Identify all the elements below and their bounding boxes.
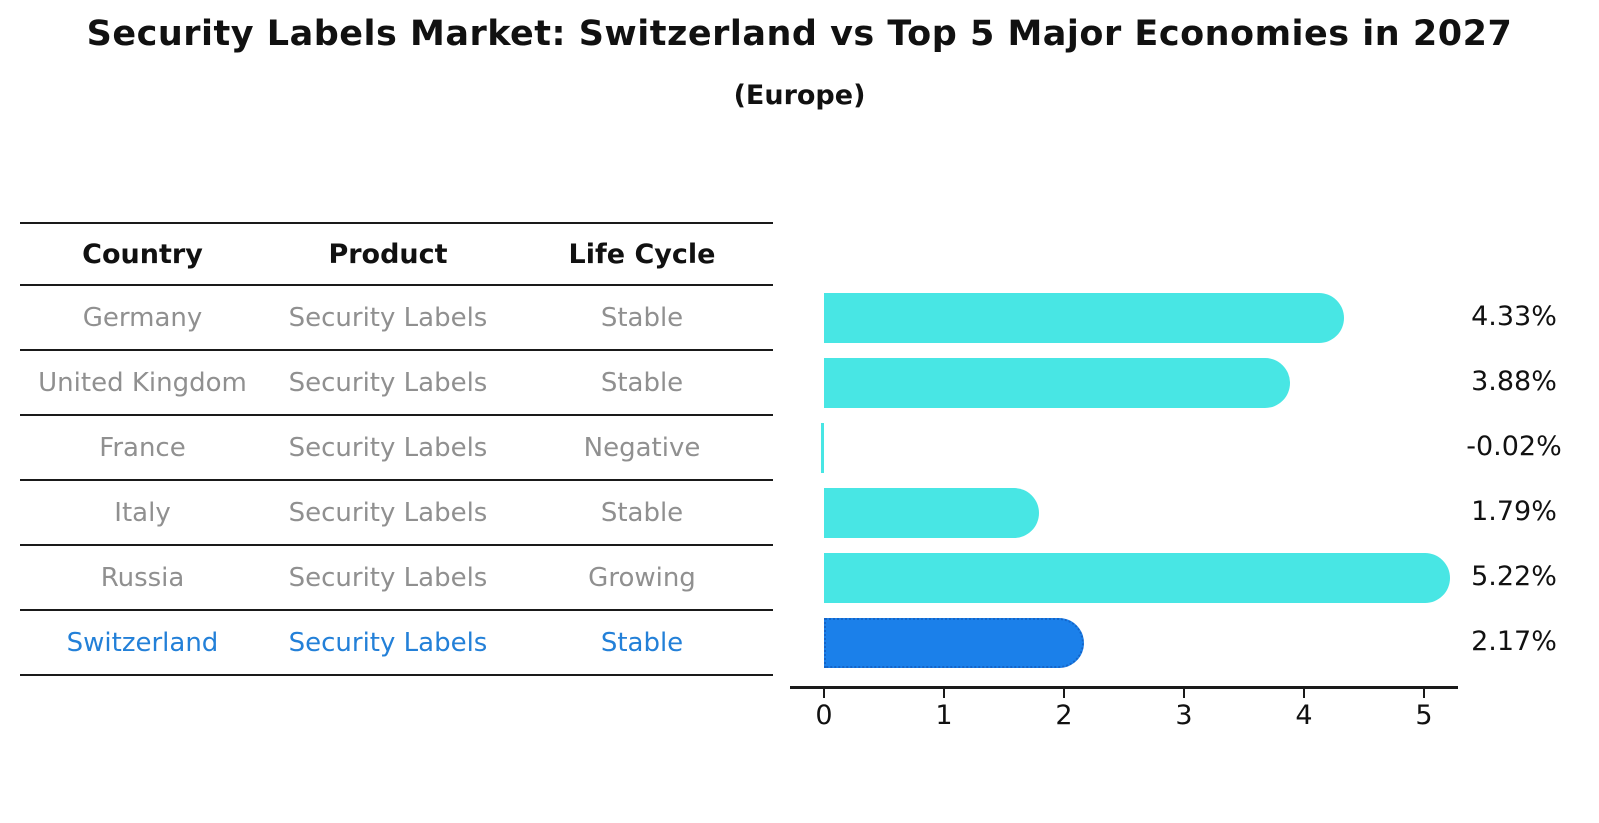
product-cell: Security Labels xyxy=(265,480,511,546)
country-cell: Russia xyxy=(20,545,265,611)
table-header: Country Product Life Cycle xyxy=(20,222,773,286)
product-cell: Security Labels xyxy=(265,545,511,611)
column-header-product: Product xyxy=(265,222,511,286)
column-header-country: Country xyxy=(20,222,265,286)
x-axis-tick-label: 3 xyxy=(1175,700,1193,731)
lifecycle-cell: Stable xyxy=(511,285,773,351)
bar-italy xyxy=(824,488,1039,538)
x-axis-tick-label: 4 xyxy=(1295,700,1313,731)
x-axis-tick xyxy=(1423,689,1425,698)
bar-france xyxy=(821,423,824,473)
x-axis-tick-label: 2 xyxy=(1055,700,1073,731)
product-cell: Security Labels xyxy=(265,610,511,676)
country-cell: United Kingdom xyxy=(20,350,265,416)
bar-value-label: 5.22% xyxy=(1471,561,1557,592)
country-cell: Switzerland xyxy=(20,610,265,676)
x-axis-tick-label: 1 xyxy=(935,700,953,731)
bar-value-label: 2.17% xyxy=(1471,626,1557,657)
table-row: United Kingdom Security Labels Stable xyxy=(20,350,773,416)
x-axis-line xyxy=(790,686,1458,689)
table-row: Italy Security Labels Stable xyxy=(20,480,773,546)
x-axis-tick-label: 0 xyxy=(815,700,833,731)
page-subtitle: (Europe) xyxy=(733,80,866,111)
lifecycle-cell: Growing xyxy=(511,545,773,611)
table-row: France Security Labels Negative xyxy=(20,415,773,481)
x-axis-tick xyxy=(943,689,945,698)
country-cell: Germany xyxy=(20,285,265,351)
lifecycle-cell: Stable xyxy=(511,610,773,676)
bar-united-kingdom xyxy=(824,358,1290,408)
lifecycle-cell: Negative xyxy=(511,415,773,481)
x-axis-tick xyxy=(823,689,825,698)
page-title: Security Labels Market: Switzerland vs T… xyxy=(86,14,1513,54)
bar-value-label: 4.33% xyxy=(1471,301,1557,332)
x-axis-tick-label: 5 xyxy=(1415,700,1433,731)
bar-value-label: -0.02% xyxy=(1466,431,1562,462)
table-body: Germany Security Labels Stable United Kingd… xyxy=(20,285,773,676)
table-row: Switzerland Security Labels Stable xyxy=(20,610,773,676)
bar-russia xyxy=(824,553,1451,603)
x-axis-tick xyxy=(1063,689,1065,698)
product-cell: Security Labels xyxy=(265,350,511,416)
x-axis-tick xyxy=(1183,689,1185,698)
product-cell: Security Labels xyxy=(265,285,511,351)
bar-germany xyxy=(824,293,1344,343)
lifecycle-cell: Stable xyxy=(511,350,773,416)
country-cell: France xyxy=(20,415,265,481)
table-row: Russia Security Labels Growing xyxy=(20,545,773,611)
country-cell: Italy xyxy=(20,480,265,546)
column-header-lifecycle: Life Cycle xyxy=(511,222,773,286)
country-data-table: Country Product Life Cycle Germany Securi… xyxy=(20,222,773,676)
bar-value-label: 1.79% xyxy=(1471,496,1557,527)
lifecycle-cell: Stable xyxy=(511,480,773,546)
product-cell: Security Labels xyxy=(265,415,511,481)
bar-value-label: 3.88% xyxy=(1471,366,1557,397)
bar-switzerland xyxy=(824,618,1085,668)
x-axis-tick xyxy=(1303,689,1305,698)
table-header-row: Country Product Life Cycle xyxy=(20,222,773,286)
table-row: Germany Security Labels Stable xyxy=(20,285,773,351)
